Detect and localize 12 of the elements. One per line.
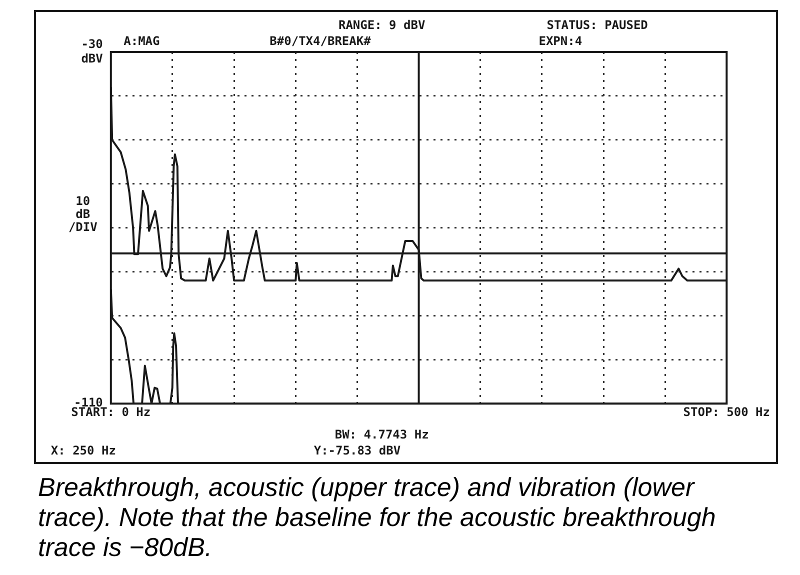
text: B#0/TX4/BREAK# bbox=[270, 34, 372, 48]
x-tick-label: STOP: 500 Hz bbox=[683, 404, 770, 419]
y-tick-label: -30 dBV bbox=[81, 36, 103, 66]
text: BW: 4.7743 Hz bbox=[334, 428, 429, 442]
text: Breakthrough, acoustic (upper trace) and vibration (lower trace). Note that the baseline for the acoustic breakthrough trace is −80dB. bbox=[38, 472, 717, 562]
y-axis-title: 10 dB /DIV bbox=[68, 194, 98, 234]
text: EXPN:4 bbox=[538, 34, 582, 48]
text: Y:-75.83 dBV bbox=[314, 444, 401, 458]
text: A:MAG bbox=[124, 34, 160, 48]
text: STATUS: PAUSED bbox=[546, 18, 648, 32]
text: X: 250 Hz bbox=[50, 444, 116, 458]
text: RANGE: 9 dBV bbox=[338, 18, 426, 32]
